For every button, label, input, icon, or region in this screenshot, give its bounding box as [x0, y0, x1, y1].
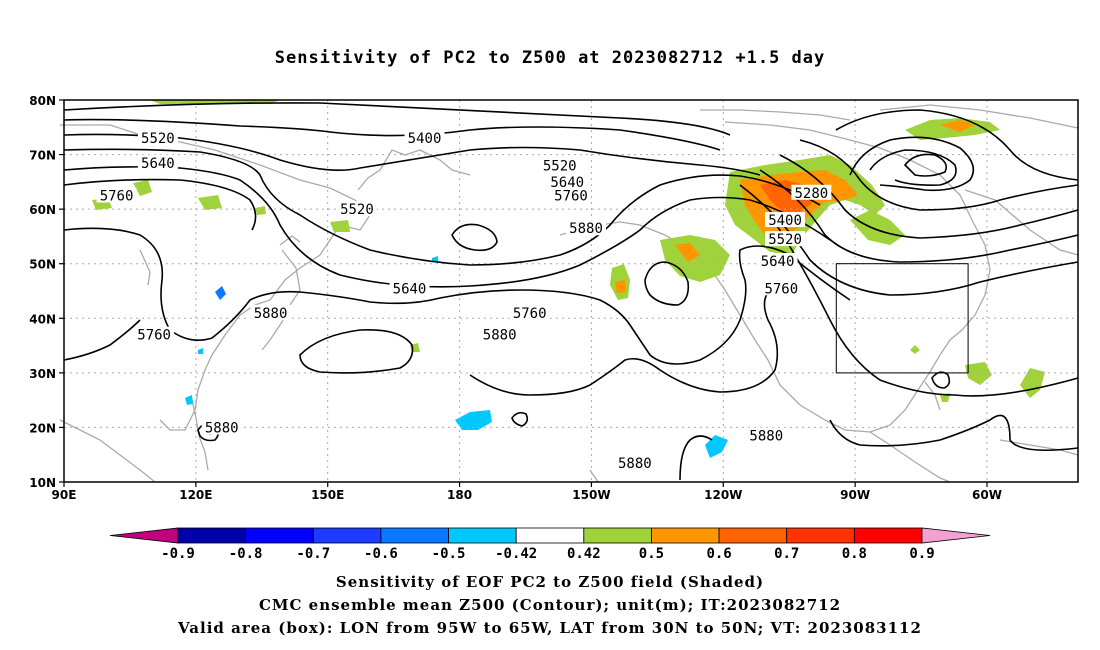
lat-tick-label: 60N — [29, 203, 56, 217]
contour-label-bg — [137, 154, 178, 170]
contour-label-bg — [389, 280, 430, 296]
contour-label: 5880 — [205, 420, 239, 436]
colorbar-label: -0.5 — [432, 546, 466, 562]
lon-tick-label: 90E — [52, 488, 77, 502]
lat-tick-label: 70N — [29, 149, 56, 163]
valid-area-box — [835, 263, 969, 374]
lon-tick-label: 180 — [447, 488, 472, 502]
contour-label-bg — [746, 427, 787, 443]
colorbar-segment — [786, 527, 855, 544]
colorbar-segment — [380, 527, 449, 544]
colorbar-arrow-right — [921, 527, 991, 544]
lat-tick-label: 40N — [29, 312, 56, 326]
lat-tick-label: 50N — [29, 258, 56, 272]
colorbar-label: 0.42 — [567, 546, 601, 562]
contour-label-bg — [137, 130, 178, 146]
lon-tick-label: 120E — [179, 488, 212, 502]
lat-tick-label: 80N — [29, 94, 56, 108]
caption-valid-area: Valid area (box): LON from 95W to 65W, L… — [178, 619, 922, 637]
colorbar-label: 0.8 — [842, 546, 867, 562]
colorbar-segment — [583, 527, 652, 544]
contour-label: 5760 — [554, 189, 588, 205]
contour-label-bg — [250, 304, 291, 320]
contour-label-bg — [761, 280, 802, 296]
colorbar-segment — [312, 527, 382, 544]
contour-label: 5520 — [768, 232, 802, 248]
map-frame — [63, 99, 1079, 483]
contour-label-bg — [96, 187, 137, 203]
z500-contours — [63, 102, 1079, 481]
colorbar-segment — [718, 527, 788, 544]
colorbar-label: 0.6 — [706, 546, 731, 562]
contour-label: 5280 — [794, 186, 828, 202]
contour-label: 5760 — [100, 189, 134, 205]
colorbar-arrow-left — [109, 527, 179, 544]
contour-label: 5640 — [141, 156, 175, 172]
colorbar-label: -0.42 — [495, 546, 537, 562]
contour-label: 5880 — [569, 221, 603, 237]
contour-label-bg — [614, 454, 655, 470]
colorbar-segment — [853, 527, 923, 544]
contour-label-bg — [757, 252, 798, 268]
lon-tick-label: 150W — [572, 488, 610, 502]
contour-label: 5760 — [764, 281, 798, 297]
lon-tick-label: 150E — [311, 488, 344, 502]
colorbar-segment — [515, 527, 585, 544]
lat-tick-label: 30N — [29, 367, 56, 381]
lat-tick-label: 10N — [29, 476, 56, 490]
contour-label-bg — [566, 220, 607, 236]
contour-label: 5880 — [749, 429, 783, 445]
contour-label-bg — [134, 326, 175, 342]
caption-shading: Sensitivity of EOF PC2 to Z500 field (Sh… — [335, 573, 765, 591]
contour-label: 5640 — [393, 281, 427, 297]
contour-label-bg — [539, 157, 580, 173]
colorbar-label: -0.7 — [296, 546, 330, 562]
contour-label: 5880 — [254, 306, 288, 322]
lat-tick-label: 20N — [29, 421, 56, 435]
colorbar-label: 0.9 — [909, 546, 934, 562]
contour-label-bg — [791, 184, 832, 200]
contour-label-bg — [479, 326, 520, 342]
shading-positive — [92, 100, 1045, 402]
colorbar-segment — [651, 527, 720, 544]
contour-label: 5520 — [141, 131, 175, 147]
contour-label-bg — [765, 212, 806, 228]
contour-label-bg — [765, 231, 806, 247]
contour-label-bg — [547, 173, 588, 189]
contour-label: 5520 — [340, 202, 374, 218]
contour-label: 5640 — [761, 254, 795, 270]
contour-label: 5760 — [513, 306, 547, 322]
colorbar-segment — [177, 527, 247, 544]
colorbar-segment — [448, 527, 517, 544]
colorbar-segment — [245, 527, 314, 544]
lon-tick-label: 60W — [972, 488, 1002, 502]
contour-label: 5400 — [408, 131, 442, 147]
contour-label-bg — [551, 187, 591, 203]
contour-label: 5760 — [137, 328, 171, 344]
lon-tick-label: 90W — [840, 488, 870, 502]
colorbar-label: -0.9 — [161, 546, 195, 562]
colorbar-label: 0.5 — [639, 546, 664, 562]
contour-label: 5520 — [543, 158, 577, 174]
contour-label-bg — [509, 304, 550, 320]
chart-title: Sensitivity of PC2 to Z500 at 2023082712… — [274, 48, 826, 68]
lon-axis: 90E 120E 150E 180 150W 120W 90W 60W — [52, 482, 1002, 502]
contour-label: 5880 — [483, 328, 517, 344]
colorbar-label: -0.6 — [364, 546, 398, 562]
lon-tick-label: 120W — [704, 488, 742, 502]
colorbar-label: -0.8 — [229, 546, 263, 562]
contour-label: 5400 — [768, 213, 802, 229]
lat-axis: 80N 70N 60N 50N 40N 30N 20N 10N — [29, 94, 64, 490]
colorbar: -0.9 -0.8 -0.7 -0.6 -0.5 -0.42 0.42 0.5 0.6 0.7 0.… — [109, 527, 991, 562]
contour-label: 5880 — [618, 456, 652, 472]
contour-label-bg — [336, 201, 377, 217]
caption-contour: CMC ensemble mean Z500 (Contour); unit(m… — [258, 596, 842, 614]
contour-label-bg — [201, 419, 242, 435]
contour-label: 5640 — [550, 175, 584, 191]
colorbar-label: 0.7 — [774, 546, 799, 562]
contour-label-bg — [404, 130, 445, 146]
